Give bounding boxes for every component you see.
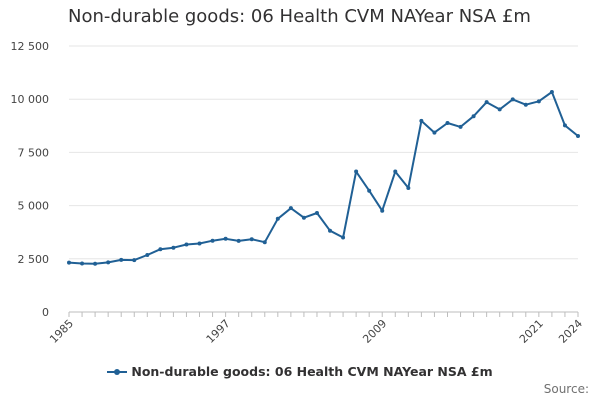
data-point[interactable] [445, 121, 450, 126]
chart-title: Non-durable goods: 06 Health CVM NAYear … [68, 6, 531, 27]
y-tick-label: 5 000 [18, 200, 50, 213]
data-point[interactable] [497, 107, 502, 112]
data-point[interactable] [549, 89, 554, 94]
y-axis: 0 2 500 5 000 7 500 10 000 12 500 [11, 40, 50, 319]
data-point[interactable] [393, 169, 398, 174]
data-point[interactable] [576, 134, 580, 139]
data-point[interactable] [510, 97, 515, 102]
data-point[interactable] [341, 235, 346, 240]
y-tick-label: 0 [42, 306, 49, 319]
data-point[interactable] [380, 208, 385, 213]
data-point[interactable] [223, 236, 228, 241]
legend-swatch [107, 368, 128, 375]
y-tick-label: 12 500 [11, 40, 50, 53]
data-point[interactable] [249, 237, 254, 242]
data-point[interactable] [119, 257, 124, 262]
x-tick-label: 2024 [556, 317, 585, 346]
data-point[interactable] [80, 261, 85, 266]
data-point[interactable] [484, 100, 489, 105]
series-line [68, 91, 579, 265]
data-point[interactable] [328, 228, 333, 233]
x-tick-label: 2021 [517, 317, 546, 346]
y-tick-label: 2 500 [18, 253, 50, 266]
x-tick-label: 1985 [47, 317, 76, 346]
data-point[interactable] [236, 238, 241, 243]
data-point[interactable] [419, 118, 424, 123]
y-tick-label: 10 000 [11, 93, 50, 106]
data-point[interactable] [184, 242, 189, 247]
data-point[interactable] [471, 114, 476, 119]
data-point[interactable] [275, 216, 280, 221]
gridlines [69, 45, 578, 313]
data-point[interactable] [93, 261, 98, 266]
legend: Non-durable goods: 06 Health CVM NAYear … [0, 364, 600, 379]
source-label: Source: [543, 382, 589, 396]
data-point[interactable] [158, 247, 163, 252]
data-point[interactable] [288, 206, 293, 211]
data-point[interactable] [314, 211, 319, 216]
x-axis: 1985 1997 2009 2021 2024 [47, 312, 585, 346]
data-point[interactable] [132, 258, 137, 263]
data-point[interactable] [210, 238, 215, 243]
data-point[interactable] [171, 245, 176, 250]
series-group [67, 89, 580, 266]
data-point[interactable] [145, 252, 150, 257]
data-point[interactable] [458, 124, 463, 129]
data-point[interactable] [562, 123, 567, 128]
data-point[interactable] [536, 99, 541, 104]
y-tick-label: 7 500 [18, 146, 50, 159]
data-point[interactable] [354, 169, 359, 174]
data-point[interactable] [301, 215, 306, 220]
x-tick-label: 2009 [360, 317, 389, 346]
legend-label: Non-durable goods: 06 Health CVM NAYear … [131, 364, 493, 379]
data-point[interactable] [106, 260, 111, 265]
data-point[interactable] [406, 185, 411, 190]
data-point[interactable] [262, 240, 267, 245]
data-point[interactable] [432, 130, 437, 135]
data-point[interactable] [367, 188, 372, 193]
data-point[interactable] [523, 102, 528, 107]
data-point[interactable] [197, 241, 202, 246]
x-tick-label: 1997 [204, 317, 233, 346]
data-point[interactable] [67, 260, 71, 265]
